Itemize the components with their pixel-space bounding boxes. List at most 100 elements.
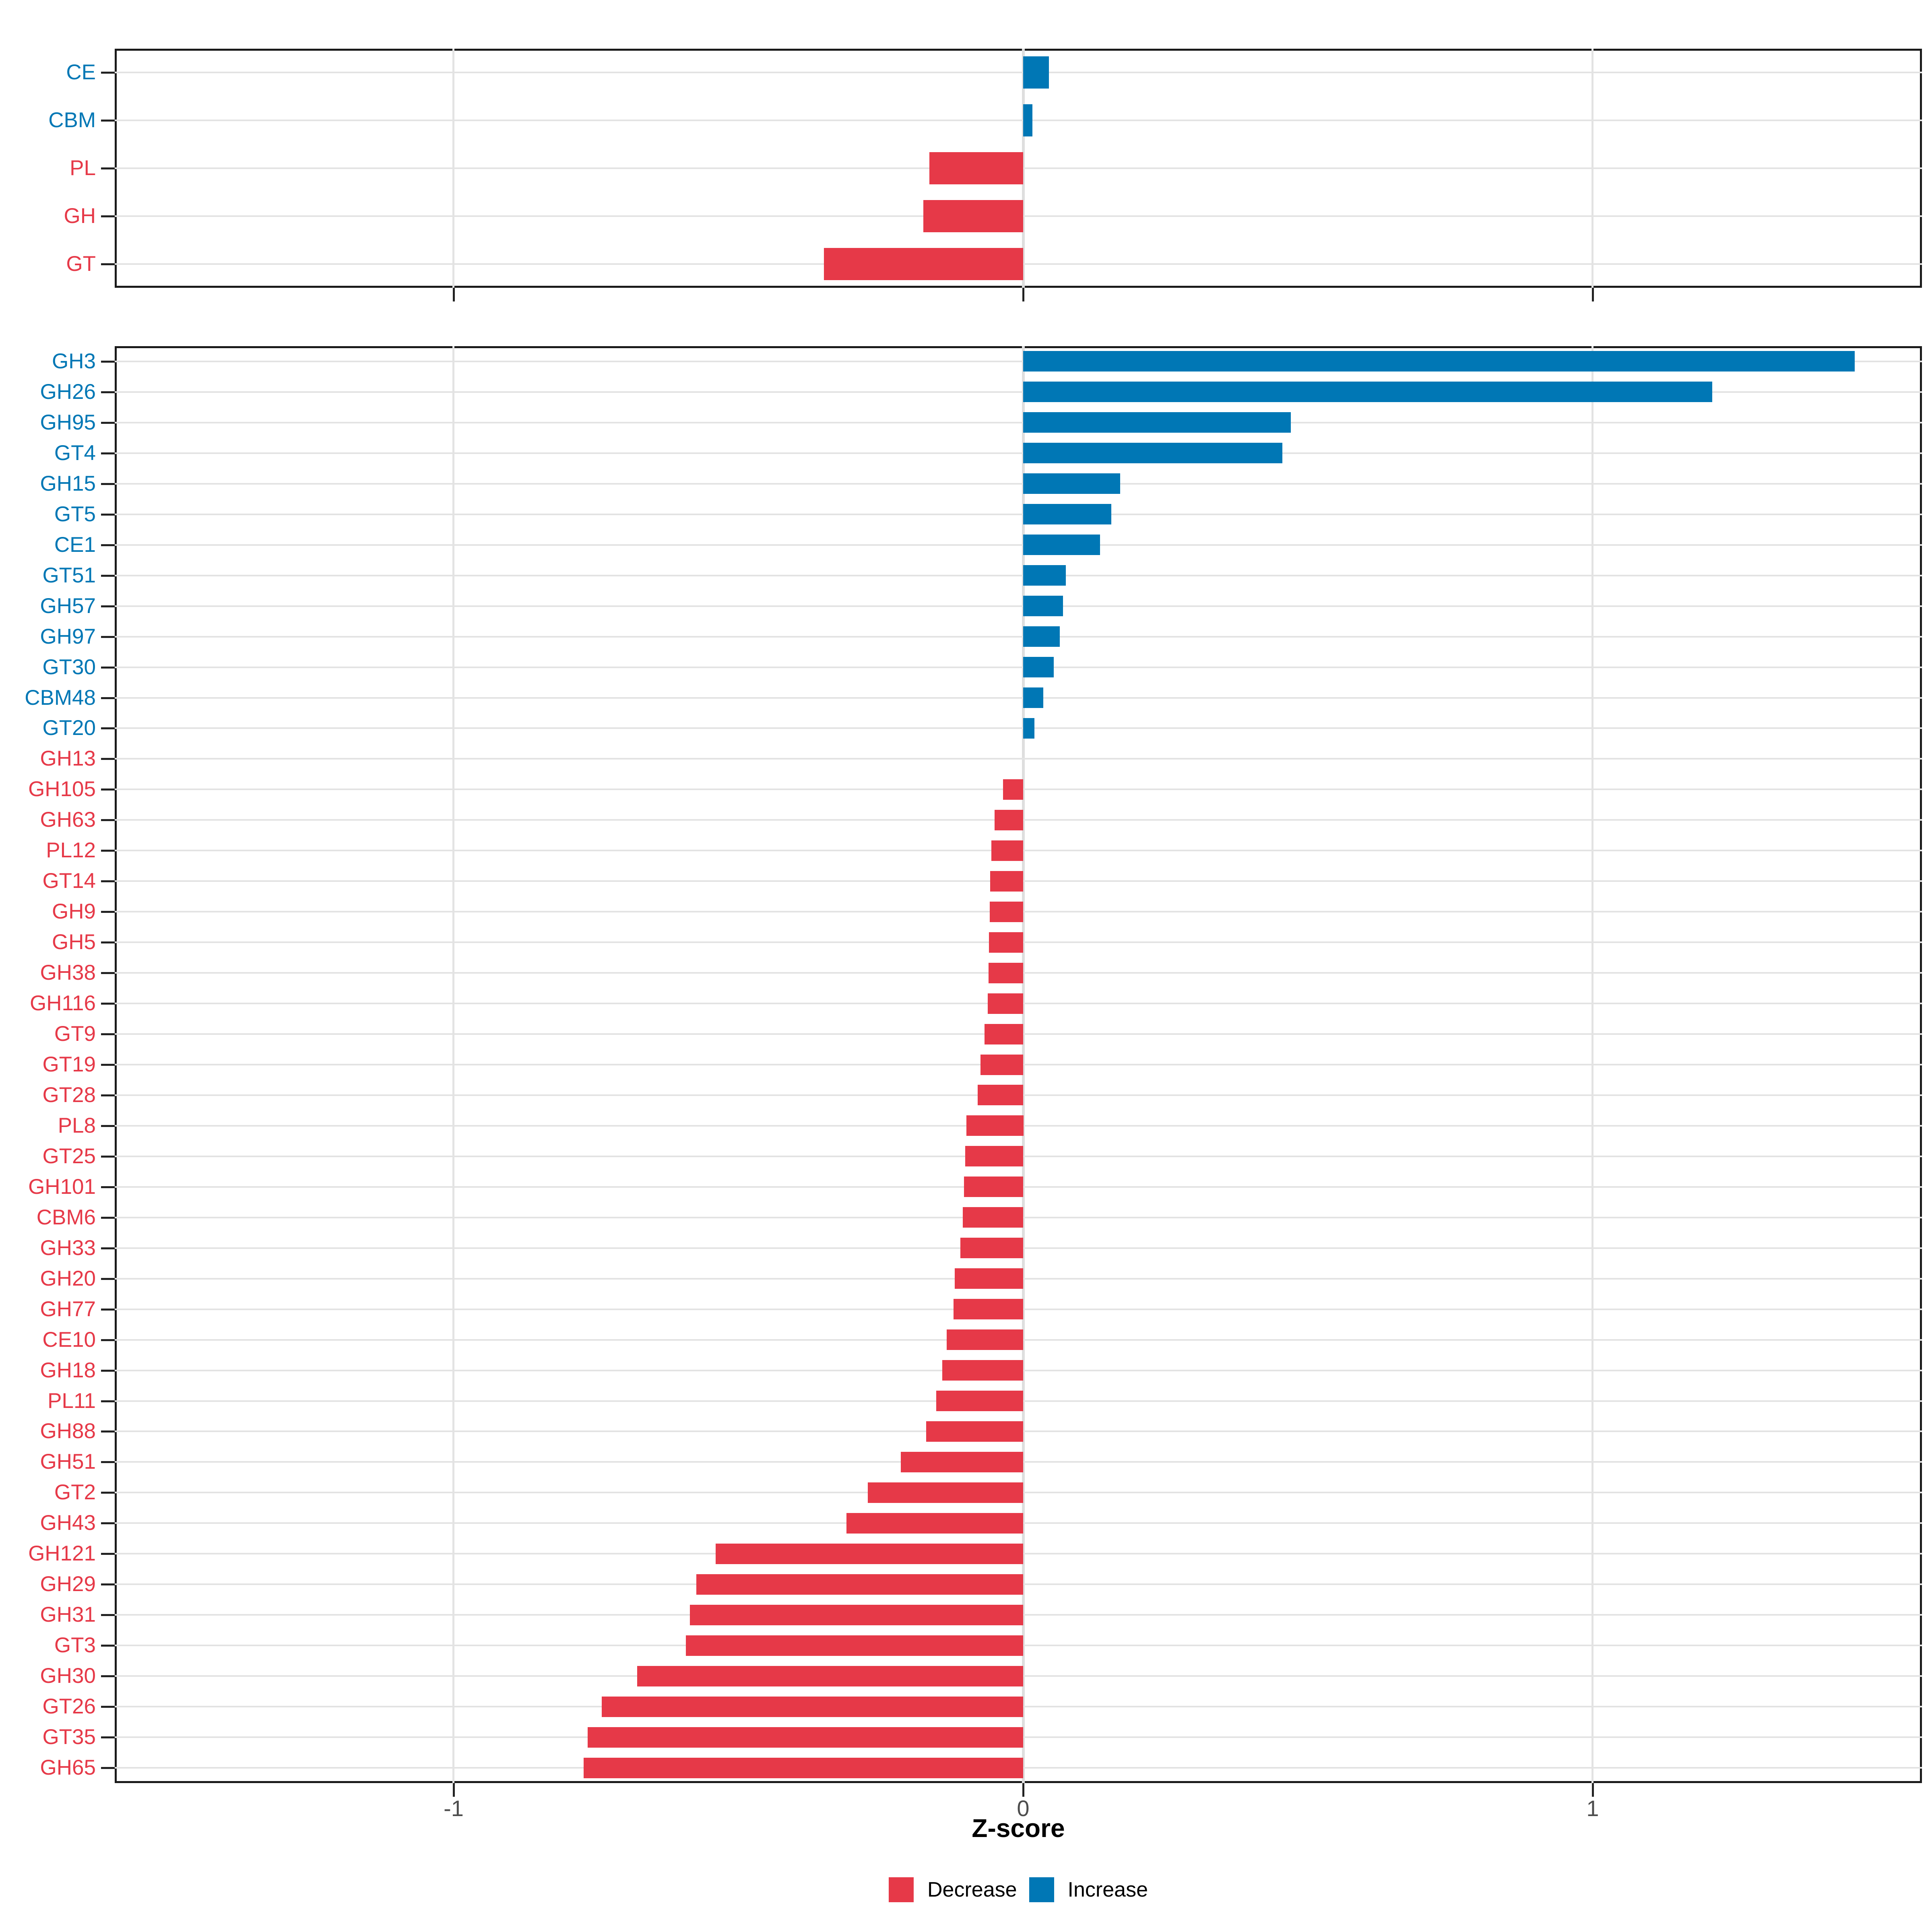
bar-GH65 xyxy=(584,1758,1023,1778)
y-axis-label-CE1: CE1 xyxy=(54,533,96,557)
bar-GT30 xyxy=(1023,657,1054,677)
bar-GH38 xyxy=(989,963,1023,983)
y-axis-tick xyxy=(101,513,115,516)
y-axis-label-CBM: CBM xyxy=(48,108,96,132)
y-axis-tick xyxy=(101,574,115,577)
y-axis-tick xyxy=(101,850,115,852)
y-axis-label-GH20: GH20 xyxy=(40,1266,96,1290)
bar-GT28 xyxy=(978,1085,1023,1105)
bar-GT51 xyxy=(1023,565,1066,586)
y-axis-tick xyxy=(101,421,115,424)
y-axis-label-GH5: GH5 xyxy=(52,930,96,954)
y-axis-tick xyxy=(101,1583,115,1586)
gridline-y xyxy=(115,697,1922,699)
gridline-y xyxy=(115,483,1922,485)
bar-GT2 xyxy=(868,1482,1023,1503)
x-tick-label-0: 0 xyxy=(1017,1796,1030,1821)
gridline-y xyxy=(115,120,1922,122)
bar-CE xyxy=(1023,56,1049,89)
y-axis-tick xyxy=(101,636,115,638)
gridline-y xyxy=(115,758,1922,760)
bar-GH121 xyxy=(716,1544,1023,1564)
y-axis-tick xyxy=(101,788,115,791)
y-axis-label-GH57: GH57 xyxy=(40,594,96,618)
y-axis-tick xyxy=(101,1645,115,1647)
y-axis-label-GT19: GT19 xyxy=(42,1053,96,1076)
y-axis-label-GH13: GH13 xyxy=(40,747,96,771)
bar-GH3 xyxy=(1023,351,1855,372)
y-axis-tick xyxy=(101,1278,115,1280)
bar-GH51 xyxy=(901,1452,1023,1472)
y-axis-tick xyxy=(101,1430,115,1433)
y-axis-label-GH9: GH9 xyxy=(52,900,96,924)
bar-GH95 xyxy=(1023,412,1291,433)
bar-GT35 xyxy=(588,1727,1023,1748)
y-axis-tick xyxy=(101,360,115,363)
gridline-y xyxy=(115,452,1922,454)
y-axis-tick xyxy=(101,1706,115,1708)
y-axis-label-GT14: GT14 xyxy=(42,869,96,893)
legend-label-decrease: Decrease xyxy=(927,1878,1017,1901)
y-axis-label-GT51: GT51 xyxy=(42,563,96,587)
y-axis-label-GH26: GH26 xyxy=(40,380,96,404)
y-axis-tick xyxy=(101,1736,115,1739)
bar-GH30 xyxy=(637,1666,1023,1686)
y-axis-label-PL8: PL8 xyxy=(58,1113,96,1137)
x-tick-label-1: 1 xyxy=(1586,1796,1599,1821)
y-axis-label-GH101: GH101 xyxy=(28,1174,96,1199)
bar-GH5 xyxy=(989,932,1023,953)
bar-GH29 xyxy=(696,1574,1023,1595)
bar-PL8 xyxy=(966,1115,1024,1136)
y-axis-tick xyxy=(101,1339,115,1341)
y-axis-tick xyxy=(101,972,115,974)
y-axis-tick xyxy=(101,1522,115,1525)
bar-PL11 xyxy=(936,1391,1023,1411)
y-axis-label-GT2: GT2 xyxy=(54,1480,96,1505)
bar-GH15 xyxy=(1023,473,1120,494)
y-axis-label-GH88: GH88 xyxy=(40,1419,96,1443)
y-axis-label-GH121: GH121 xyxy=(28,1542,96,1566)
legend-item-decrease: Decrease xyxy=(888,1877,1017,1902)
bar-CE1 xyxy=(1023,535,1100,555)
y-axis-tick xyxy=(101,1767,115,1769)
bar-GH116 xyxy=(988,993,1023,1014)
x-axis-tick xyxy=(1592,288,1594,301)
x-axis-tick xyxy=(453,288,455,301)
y-axis-tick xyxy=(101,1369,115,1372)
y-axis-tick xyxy=(101,1675,115,1678)
gridline-y xyxy=(115,360,1922,362)
bar-CBM6 xyxy=(963,1207,1023,1228)
y-axis-label-GH15: GH15 xyxy=(40,471,96,495)
y-axis-label-CBM48: CBM48 xyxy=(25,685,96,710)
y-axis-label-GH3: GH3 xyxy=(52,349,96,373)
y-axis-label-GH116: GH116 xyxy=(30,991,96,1016)
gridline-y xyxy=(115,544,1922,546)
y-axis-label-GH43: GH43 xyxy=(40,1511,96,1535)
legend-swatch-increase-icon xyxy=(1029,1877,1054,1902)
y-axis-tick xyxy=(101,666,115,669)
y-axis-label-GT: GT xyxy=(66,252,96,276)
gridline-y xyxy=(115,605,1922,607)
y-axis-tick xyxy=(101,941,115,944)
y-axis-label-GH38: GH38 xyxy=(40,961,96,985)
gridline-y xyxy=(115,72,1922,74)
y-axis-tick xyxy=(101,1553,115,1555)
y-axis-label-GH33: GH33 xyxy=(40,1236,96,1260)
bar-GT9 xyxy=(985,1024,1023,1044)
y-axis-label-GH65: GH65 xyxy=(40,1756,96,1780)
x-axis-tick xyxy=(1592,1783,1594,1797)
y-axis-tick xyxy=(101,1492,115,1494)
y-axis-label-GH18: GH18 xyxy=(40,1358,96,1382)
bar-CBM xyxy=(1023,104,1032,136)
y-axis-tick xyxy=(101,391,115,393)
y-axis-label-GT5: GT5 xyxy=(54,502,96,526)
y-axis-tick xyxy=(101,167,115,169)
legend-swatch-decrease-icon xyxy=(888,1877,914,1902)
y-axis-label-GH30: GH30 xyxy=(40,1664,96,1688)
bar-GH xyxy=(923,200,1023,232)
bar-GT25 xyxy=(965,1146,1023,1166)
bar-GT xyxy=(824,248,1023,280)
y-axis-label-GH: GH xyxy=(64,204,96,228)
legend-label-increase: Increase xyxy=(1067,1878,1148,1901)
